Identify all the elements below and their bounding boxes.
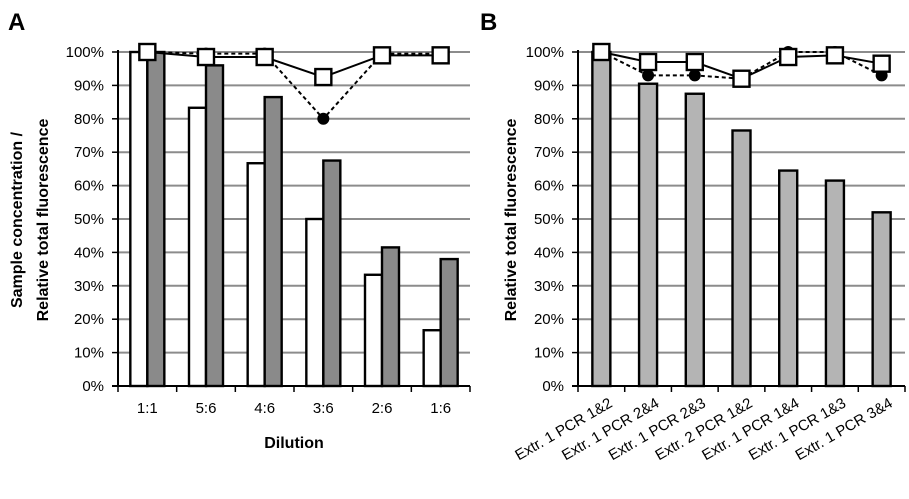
bar — [731, 129, 752, 388]
chart-panel-a: 0% 10% 20% 30% 40% 50% 60% 70% 80% 90% 100% 1:1 5:6 4… — [9, 42, 471, 452]
bar — [363, 273, 384, 388]
x-tick-label: 3:6 — [313, 400, 334, 417]
y-tick-label: 40% — [74, 244, 104, 261]
square-marker — [196, 47, 216, 67]
y-tick-label: 40% — [534, 244, 564, 261]
bar — [591, 50, 612, 388]
y-axis-label: Relative total fluorescence — [35, 119, 52, 322]
square-marker — [431, 46, 450, 65]
y-axis-label: Relative total fluorescence — [503, 119, 520, 322]
bar — [439, 257, 459, 388]
bar — [146, 50, 166, 388]
series-line — [147, 51, 441, 79]
panel-label-a: A — [8, 9, 25, 36]
chart-panel-b: 0%10%20%30%40%50%60%70%80%90%100%Extr. 1… — [503, 42, 906, 464]
y-tick-label: 30% — [74, 278, 104, 295]
square-marker — [872, 54, 891, 73]
y-tick-label: 80% — [74, 111, 104, 128]
square-marker — [592, 42, 611, 62]
square-marker — [138, 42, 157, 62]
y-tick-label: 60% — [74, 178, 104, 195]
y-tick-label: 0% — [542, 378, 564, 395]
circle-marker — [642, 69, 655, 82]
square-marker — [255, 47, 274, 67]
square-marker — [314, 67, 333, 87]
bar — [778, 169, 799, 388]
square-marker — [825, 46, 845, 65]
y-tick-label: 70% — [534, 144, 564, 161]
bar — [204, 64, 225, 388]
y-tick-label: 80% — [534, 111, 564, 128]
x-tick-label: 5:6 — [196, 400, 217, 417]
bar — [263, 95, 283, 388]
y-tick-label: 30% — [534, 278, 564, 295]
square-marker — [732, 69, 751, 88]
y-tick-label: 10% — [534, 345, 564, 362]
y-tick-label: 70% — [74, 144, 104, 161]
series-line — [147, 51, 441, 121]
x-axis-label: Dilution — [264, 435, 324, 452]
panel-label-b: B — [480, 9, 497, 36]
y-tick-label: 50% — [534, 211, 564, 228]
y-tick-label: 10% — [74, 345, 104, 362]
y-tick-label: 100% — [526, 44, 564, 61]
y-tick-label: 100% — [66, 44, 104, 61]
bar — [824, 179, 846, 388]
y-tick-label: 50% — [74, 211, 104, 228]
bar — [422, 329, 442, 388]
square-marker — [779, 47, 798, 67]
y-tick-label: 20% — [74, 311, 104, 328]
circle-marker — [688, 69, 701, 82]
bar — [246, 162, 266, 388]
y-axis-label: Sample concentration / — [9, 131, 26, 308]
square-marker — [372, 46, 392, 65]
x-tick-label: 1:6 — [430, 400, 451, 417]
y-tick-label: 90% — [74, 77, 104, 94]
square-marker — [638, 52, 658, 72]
x-tick-label: 4:6 — [254, 400, 275, 417]
bar — [380, 246, 401, 388]
bar — [871, 211, 892, 388]
y-tick-label: 90% — [534, 77, 564, 94]
bar — [322, 159, 342, 388]
bar — [637, 82, 659, 388]
bar — [684, 92, 705, 388]
square-marker — [685, 52, 704, 72]
x-tick-label: 1:1 — [137, 400, 158, 417]
y-tick-label: 0% — [82, 378, 104, 395]
bar — [305, 217, 325, 388]
bar — [187, 106, 208, 388]
y-tick-label: 60% — [534, 178, 564, 195]
bar — [129, 50, 149, 388]
y-tick-label: 20% — [534, 311, 564, 328]
circle-marker — [317, 112, 330, 125]
x-tick-label: 2:6 — [372, 400, 393, 417]
